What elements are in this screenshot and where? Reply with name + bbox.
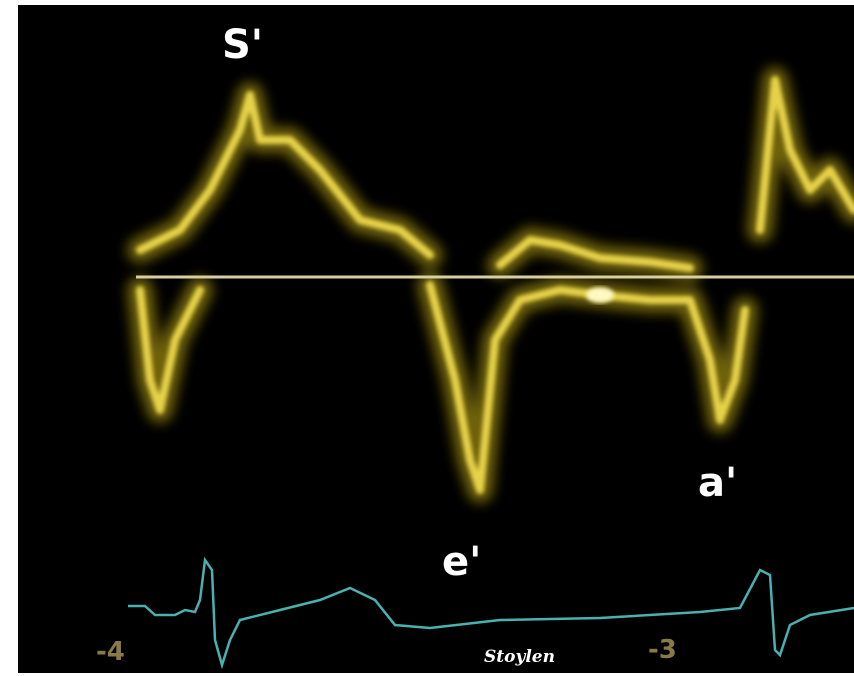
peak-label: a' [698, 460, 737, 506]
ecg-marker: -3 [648, 635, 677, 665]
credit: Stoylen [484, 647, 555, 667]
doppler-screen: S' e' a' -4 -3 Stoylen [0, 0, 854, 676]
peak-label: e' [442, 539, 481, 585]
peak-label: S' [222, 22, 263, 68]
ecg-marker: -4 [96, 637, 125, 667]
